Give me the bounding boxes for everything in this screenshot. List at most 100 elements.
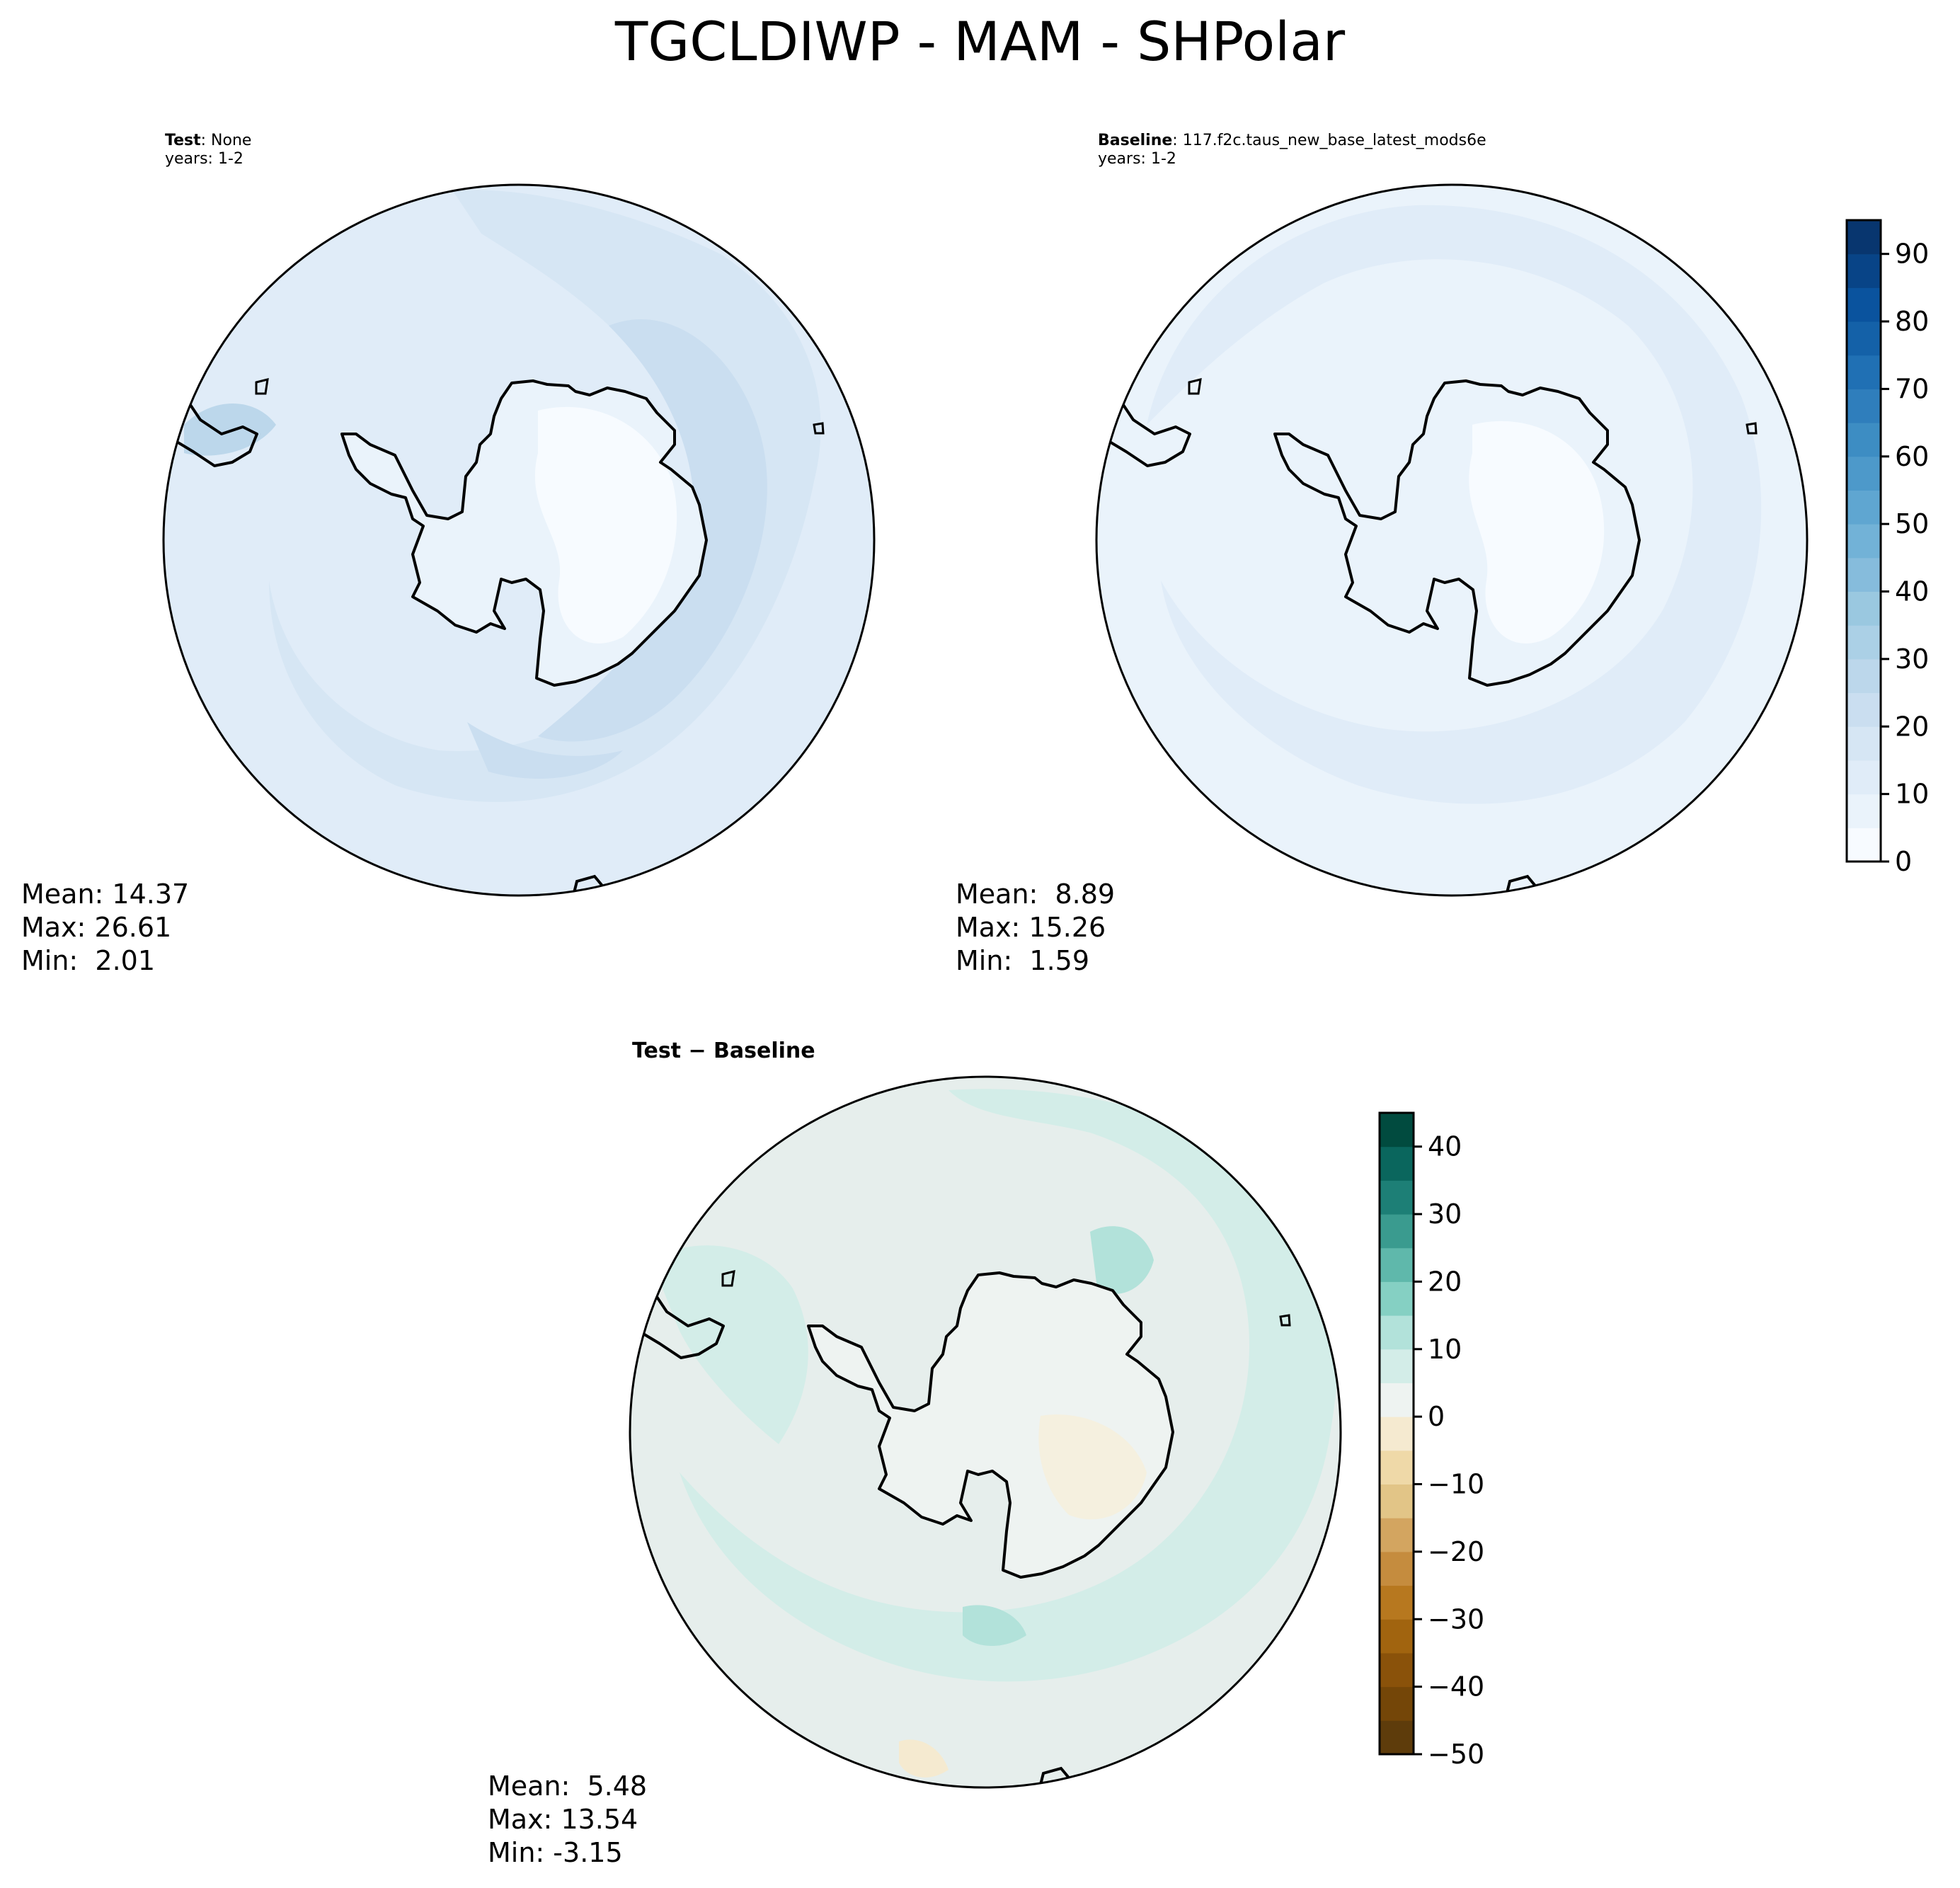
baseline-label-rest: : 117.f2c.taus_new_base_latest_mods6e xyxy=(1172,132,1486,149)
blues-colorbar-band xyxy=(1847,557,1881,593)
brbg-colorbar-band xyxy=(1380,1383,1414,1417)
blues-colorbar-band xyxy=(1847,490,1881,525)
brbg-colorbar-tick-label: 30 xyxy=(1428,1198,1462,1230)
brbg-colorbar-band xyxy=(1380,1585,1414,1620)
blues-colorbar-tick-label: 60 xyxy=(1895,441,1929,472)
brbg-colorbar-band xyxy=(1380,1450,1414,1485)
brbg-colorbar-band xyxy=(1380,1146,1414,1181)
blues-colorbar-band xyxy=(1847,591,1881,626)
diff-stat-max: Max: 13.54 xyxy=(488,1804,638,1835)
figure-title: TGCLDIWP - MAM - SHPolar xyxy=(614,10,1346,73)
blues-colorbar-tick-label: 90 xyxy=(1895,239,1929,270)
brbg-colorbar-band xyxy=(1380,1214,1414,1249)
blues-colorbar-tick-label: 30 xyxy=(1895,643,1929,675)
brbg-colorbar-tick-label: −20 xyxy=(1428,1536,1484,1567)
diff-map xyxy=(630,1077,1341,1787)
blues-colorbar-band xyxy=(1847,423,1881,457)
test-stats: Mean: 14.37 Max: 26.61 Min: 2.01 xyxy=(21,878,189,978)
blues-colorbar-band xyxy=(1847,253,1881,288)
baseline-plateau xyxy=(1469,420,1605,643)
brbg-colorbar-tick-label: 40 xyxy=(1428,1131,1462,1162)
test-map xyxy=(164,185,874,896)
blues-colorbar-tick-label: 20 xyxy=(1895,711,1929,742)
diff-band-2 xyxy=(651,1245,808,1444)
blues-colorbar-band xyxy=(1847,524,1881,559)
blues-colorbar-band xyxy=(1847,389,1881,423)
baseline-stat-min: Min: 1.59 xyxy=(956,945,1089,976)
brbg-colorbar-band xyxy=(1380,1551,1414,1586)
brbg-colorbar-band xyxy=(1380,1113,1414,1148)
test-stat-max: Max: 26.61 xyxy=(21,912,172,943)
test-label-rest: : None xyxy=(200,132,252,149)
diff-plateau xyxy=(1038,1414,1147,1520)
brbg-colorbar-tick-label: 10 xyxy=(1428,1334,1462,1365)
brbg-colorbar-band xyxy=(1380,1417,1414,1451)
blues-colorbar-band xyxy=(1847,828,1881,862)
blues-colorbar-band xyxy=(1847,287,1881,322)
test-stat-min: Min: 2.01 xyxy=(21,945,155,976)
diff-neg-spot xyxy=(899,1739,949,1778)
brbg-colorbar-band xyxy=(1380,1349,1414,1383)
baseline-stat-max: Max: 15.26 xyxy=(956,912,1106,943)
blues-colorbar-tick-label: 70 xyxy=(1895,373,1929,404)
baseline-map-border xyxy=(1095,183,1809,897)
brbg-colorbar-band xyxy=(1380,1281,1414,1316)
diff-panel-label: Test − Baseline xyxy=(632,1039,815,1063)
test-stat-mean: Mean: 14.37 xyxy=(21,879,190,910)
test-plateau xyxy=(534,406,677,643)
diff-band xyxy=(680,1089,1339,1682)
brbg-colorbar-band xyxy=(1380,1247,1414,1282)
baseline-stats: Mean: 8.89 Max: 15.26 Min: 1.59 xyxy=(956,878,1115,978)
brbg-colorbar-tick-label: −10 xyxy=(1428,1469,1484,1500)
diff-map-border xyxy=(629,1075,1342,1789)
brbg-colorbar-tick-label: 20 xyxy=(1428,1266,1462,1297)
brbg-colorbar-tick-label: 0 xyxy=(1428,1401,1445,1432)
baseline-stat-mean: Mean: 8.89 xyxy=(956,879,1116,910)
brbg-colorbar-band xyxy=(1380,1720,1414,1755)
baseline-label-bold: Baseline xyxy=(1098,132,1173,149)
blues-colorbar-band xyxy=(1847,794,1881,828)
brbg-colorbar-tick-label: −30 xyxy=(1428,1603,1484,1635)
brbg-colorbar-band xyxy=(1380,1518,1414,1552)
diff-stat-min: Min: -3.15 xyxy=(488,1837,623,1868)
test-panel-label: Test: None years: 1-2 xyxy=(165,132,251,168)
blues-colorbar-band xyxy=(1847,726,1881,761)
test-high-band xyxy=(538,319,767,742)
diff-stat-mean: Mean: 5.48 xyxy=(488,1770,648,1802)
brbg-colorbar-band xyxy=(1380,1484,1414,1518)
brbg-colorbar-band xyxy=(1380,1686,1414,1721)
blues-colorbar-tick-label: 80 xyxy=(1895,306,1929,337)
baseline-map xyxy=(1096,185,1807,896)
brbg-colorbar-band xyxy=(1380,1619,1414,1654)
blues-colorbar-band xyxy=(1847,456,1881,491)
blues-colorbar-tick-label: 50 xyxy=(1895,508,1929,539)
brbg-colorbar-band xyxy=(1380,1652,1414,1688)
brbg-colorbar-tick-label: −50 xyxy=(1428,1739,1484,1770)
blues-colorbar-band xyxy=(1847,760,1881,795)
brbg-colorbar-tick-label: −40 xyxy=(1428,1671,1484,1703)
brbg-colorbar: −50 −40 −30 −20 −10 0 10 20 30 40 xyxy=(1378,1111,1484,1770)
brbg-colorbar-band xyxy=(1380,1315,1414,1350)
blues-colorbar-band xyxy=(1847,625,1881,660)
test-years: years: 1-2 xyxy=(165,150,243,168)
brbg-colorbar-band xyxy=(1380,1180,1414,1215)
test-high-band-2 xyxy=(467,722,623,779)
blues-colorbar-band xyxy=(1847,658,1881,694)
diff-high-spot-2 xyxy=(963,1605,1026,1646)
blues-colorbar-frame xyxy=(1845,219,1882,863)
blues-colorbar-band xyxy=(1847,355,1881,389)
blues-colorbar-band xyxy=(1847,220,1881,255)
blues-colorbar: 0 10 20 30 40 50 60 70 80 90 xyxy=(1845,219,1929,877)
blues-colorbar-tick-label: 0 xyxy=(1895,846,1912,877)
baseline-years: years: 1-2 xyxy=(1098,150,1176,168)
test-label-bold: Test xyxy=(165,132,201,149)
brbg-colorbar-frame xyxy=(1378,1111,1415,1756)
blues-colorbar-tick-label: 40 xyxy=(1895,576,1929,607)
diff-high-spot xyxy=(1090,1226,1154,1294)
test-map-border xyxy=(162,183,876,897)
blues-colorbar-tick-label: 10 xyxy=(1895,779,1929,810)
diff-stats: Mean: 5.48 Max: 13.54 Min: -3.15 xyxy=(488,1770,647,1870)
blues-colorbar-band xyxy=(1847,692,1881,727)
blues-colorbar-band xyxy=(1847,321,1881,356)
